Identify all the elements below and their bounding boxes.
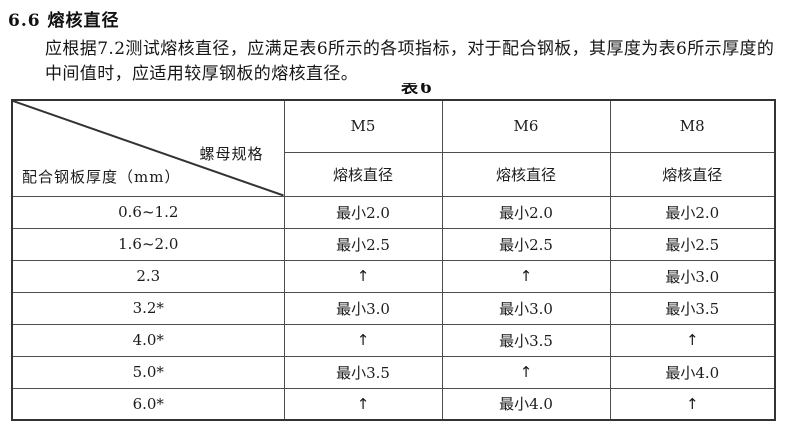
table-row: 5.0* 最小3.5 ↑ 最小4.0	[11, 355, 776, 389]
column-header-m6: M6	[441, 99, 611, 153]
thickness-cell: 5.0*	[11, 355, 285, 389]
corner-label-plate-thickness: 配合钢板厚度（mm）	[22, 167, 181, 186]
table-row: 3.2* 最小3.0 最小3.0 最小3.5	[11, 291, 776, 325]
table-row: 4.0* ↑ 最小3.5 ↑	[11, 323, 776, 357]
section-heading: 6.6 熔核直径	[8, 11, 120, 31]
column-header-m8: M8	[609, 99, 776, 153]
subheader-m5: 熔核直径	[283, 151, 443, 197]
thickness-cell: 3.2*	[11, 291, 285, 325]
value-cell: 最小2.5	[283, 227, 443, 261]
paragraph-line-2: 中间值时，应适用较厚钢板的熔核直径。	[45, 64, 359, 84]
thickness-cell: 2.3	[11, 259, 285, 293]
table-row: 2.3 ↑ ↑ 最小3.0	[11, 259, 776, 293]
value-cell: ↑	[283, 323, 443, 357]
value-cell: ↑	[609, 387, 776, 421]
subheader-m6: 熔核直径	[441, 151, 611, 197]
value-cell: 最小2.5	[609, 227, 776, 261]
value-cell: 最小4.0	[441, 387, 611, 421]
value-cell: 最小3.0	[441, 291, 611, 325]
value-cell: 最小3.5	[283, 355, 443, 389]
value-cell: ↑	[283, 387, 443, 421]
diagonal-line	[13, 101, 284, 196]
value-cell: 最小2.5	[441, 227, 611, 261]
value-cell: 最小2.0	[609, 195, 776, 229]
thickness-cell: 0.6~1.2	[11, 195, 285, 229]
corner-label-nut-spec: 螺母规格	[199, 145, 264, 163]
table-row: 0.6~1.2 最小2.0 最小2.0 最小2.0	[11, 195, 776, 229]
table-row: 1.6~2.0 最小2.5 最小2.5 最小2.5	[11, 227, 776, 261]
table-caption-text: 表6	[401, 83, 434, 94]
value-cell: ↑	[441, 259, 611, 293]
thickness-cell: 6.0*	[11, 387, 285, 421]
value-cell: 最小3.5	[441, 323, 611, 357]
value-cell: ↑	[609, 323, 776, 357]
value-cell: ↑	[441, 355, 611, 389]
value-cell: 最小3.0	[609, 259, 776, 293]
table-row: 6.0* ↑ 最小4.0 ↑	[11, 387, 776, 421]
thickness-cell: 4.0*	[11, 323, 285, 357]
column-header-m5: M5	[283, 99, 443, 153]
value-cell: 最小2.0	[283, 195, 443, 229]
diagonal-header-cell: 螺母规格 配合钢板厚度（mm）	[11, 99, 285, 197]
value-cell: 最小2.0	[441, 195, 611, 229]
subheader-m8: 熔核直径	[609, 151, 776, 197]
value-cell: 最小4.0	[609, 355, 776, 389]
nugget-diameter-table: 螺母规格 配合钢板厚度（mm） M5 M6 M8 熔核直径 熔核直径 熔核直径 …	[11, 99, 776, 421]
thickness-cell: 1.6~2.0	[11, 227, 285, 261]
paragraph-line-1: 应根据7.2测试熔核直径，应满足表6所示的各项指标，对于配合钢板，其厚度为表6所…	[45, 39, 775, 59]
table-caption-clipped: 表6	[401, 83, 451, 94]
value-cell: 最小3.5	[609, 291, 776, 325]
value-cell: 最小3.0	[283, 291, 443, 325]
table-header-row-1: 螺母规格 配合钢板厚度（mm） M5 M6 M8	[11, 99, 776, 197]
value-cell: ↑	[283, 259, 443, 293]
